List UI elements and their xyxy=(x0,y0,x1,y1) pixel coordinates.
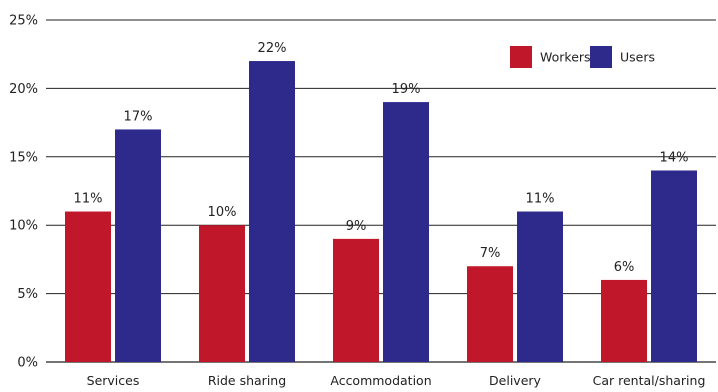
bar-users-4 xyxy=(651,170,697,362)
data-label-workers-3: 7% xyxy=(480,246,501,261)
bar-users-1 xyxy=(249,61,295,362)
legend-label-users: Users xyxy=(620,50,655,65)
data-label-workers-1: 10% xyxy=(208,205,237,220)
legend-swatch-users xyxy=(590,46,612,68)
y-tick-label-0: 0% xyxy=(17,356,38,371)
bar-users-2 xyxy=(383,102,429,362)
bar-users-0 xyxy=(115,129,161,362)
y-tick-label-1: 5% xyxy=(17,287,38,302)
data-label-workers-2: 9% xyxy=(346,219,367,234)
bar-workers-3 xyxy=(467,266,513,362)
data-label-users-1: 22% xyxy=(258,41,287,56)
data-label-users-4: 14% xyxy=(660,150,689,165)
x-axis-categories: Services Ride sharing Accommodation Deliver… xyxy=(87,373,706,388)
x-category-label-4: Car rental/sharing xyxy=(593,373,706,388)
data-label-users-0: 17% xyxy=(124,109,153,124)
bar-users-3 xyxy=(517,211,563,362)
x-category-label-2: Accommodation xyxy=(330,373,431,388)
data-label-workers-4: 6% xyxy=(614,260,635,275)
bars xyxy=(65,61,697,362)
x-category-label-0: Services xyxy=(87,373,140,388)
bar-workers-4 xyxy=(601,279,647,362)
y-tick-label-4: 20% xyxy=(9,82,38,97)
legend-label-workers: Workers xyxy=(540,50,591,65)
bar-workers-0 xyxy=(65,211,111,362)
y-tick-label-5: 25% xyxy=(9,14,38,29)
data-label-users-3: 11% xyxy=(526,192,555,207)
data-labels: 11% 17% 10% 22% 9% 19% 7% 11% 6% 14% xyxy=(74,41,689,275)
bar-workers-1 xyxy=(199,225,245,362)
data-label-workers-0: 11% xyxy=(74,192,103,207)
x-category-label-3: Delivery xyxy=(489,373,541,388)
x-category-label-1: Ride sharing xyxy=(208,373,286,388)
y-axis-ticks: 0% 5% 10% 15% 20% 25% xyxy=(9,14,38,371)
y-tick-label-3: 15% xyxy=(9,150,38,165)
bar-workers-2 xyxy=(333,238,379,362)
legend-swatch-workers xyxy=(510,46,532,68)
data-label-users-2: 19% xyxy=(392,82,421,97)
y-tick-label-2: 10% xyxy=(9,219,38,234)
legend: Workers Users xyxy=(510,46,655,68)
